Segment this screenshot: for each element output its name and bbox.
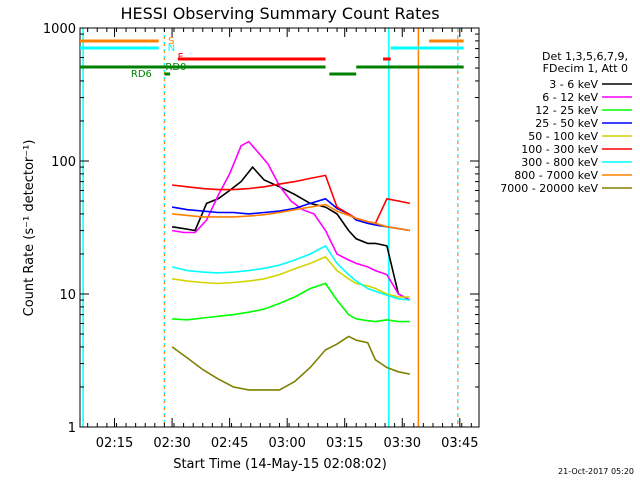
legend-label: 800 - 7000 keV	[514, 169, 598, 182]
flag-label-night: N	[168, 43, 175, 54]
legend-label: 6 - 12 keV	[542, 91, 598, 104]
x-tick-label: 02:30	[153, 436, 190, 451]
count-rate-chart: HESSI Observing Summary Count Rates 1 10 1…	[0, 0, 640, 480]
x-axis-label: Start Time (14-May-15 02:08:02)	[173, 457, 387, 472]
y-axis-label: Count Rate (s⁻¹ detector⁻¹)	[22, 140, 37, 317]
x-tick-label: 02:15	[96, 436, 133, 451]
legend-label: 12 - 25 keV	[535, 104, 598, 117]
date-stamp: 21-Oct-2017 05:20	[558, 467, 634, 476]
legend-label: 100 - 300 keV	[521, 143, 598, 156]
x-tick-label: 03:00	[268, 436, 305, 451]
flag-label-rd6: RD6	[131, 69, 152, 80]
legend-header: FDecim 1, Att 0	[543, 62, 628, 75]
x-tick-label: 03:45	[441, 436, 478, 451]
x-tick-label: 03:30	[384, 436, 421, 451]
legend-label: 300 - 800 keV	[521, 156, 598, 169]
y-tick-label: 1	[68, 421, 76, 436]
y-tick-label: 1000	[43, 22, 76, 37]
y-tick-label: 100	[51, 155, 76, 170]
chart-title: HESSI Observing Summary Count Rates	[120, 4, 439, 23]
x-tick-label: 03:15	[326, 436, 363, 451]
legend-label: 25 - 50 keV	[535, 117, 598, 130]
legend-label: 3 - 6 keV	[549, 78, 598, 91]
legend-label: 50 - 100 keV	[528, 130, 598, 143]
y-tick-label: 10	[59, 288, 76, 303]
flag-label-rd0: RD0	[165, 62, 186, 73]
legend-label: 7000 - 20000 keV	[500, 182, 598, 195]
x-tick-label: 02:45	[211, 436, 248, 451]
